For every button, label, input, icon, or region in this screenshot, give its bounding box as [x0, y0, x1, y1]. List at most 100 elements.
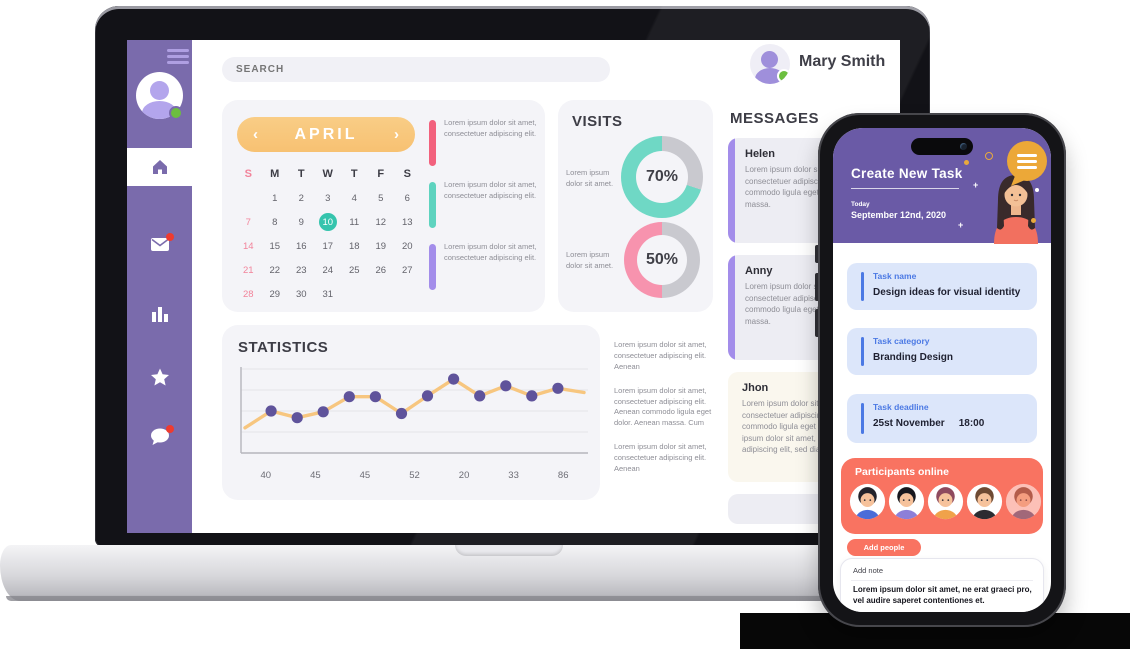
task-name-field[interactable]: Task name Design ideas for visual identi… — [847, 263, 1037, 310]
sidebar-item-favorites[interactable] — [127, 358, 192, 396]
message-text: Lorem ipsum dolor sit amet, consectetuer… — [745, 165, 873, 209]
calendar-month-label: APRIL — [294, 125, 358, 143]
calendar-day[interactable]: 15 — [269, 240, 281, 252]
statistics-note: Lorem ipsum dolor sit amet, consectetuer… — [614, 442, 707, 473]
participant-avatar[interactable] — [1005, 483, 1042, 520]
participant-avatar[interactable] — [927, 483, 964, 520]
calendar-day[interactable]: 18 — [348, 240, 360, 252]
event-text: Lorem ipsum dolor sit amet, consectetuer… — [444, 242, 537, 262]
bar-chart-icon — [151, 307, 168, 322]
calendar-day-header: T — [350, 168, 358, 180]
event-text: Lorem ipsum dolor sit amet, consectetuer… — [444, 118, 537, 138]
task-category-field[interactable]: Task category Branding Design — [847, 328, 1037, 375]
calendar-day[interactable]: 20 — [401, 240, 413, 252]
menu-icon[interactable] — [167, 49, 189, 67]
task-name-label: Task name — [873, 271, 917, 281]
participant-avatar[interactable] — [888, 483, 925, 520]
search-input[interactable] — [222, 57, 610, 82]
stats-x-tick: 86 — [558, 470, 569, 481]
chat-badge — [166, 425, 174, 433]
stats-point[interactable] — [369, 391, 381, 403]
prev-month-button[interactable]: ‹ — [253, 126, 258, 143]
statistics-notes: Lorem ipsum dolor sit amet, consectetuer… — [614, 340, 712, 488]
add-note-card[interactable]: Add note Lorem ipsum dolor sit amet, ne … — [840, 558, 1044, 612]
calendar-day[interactable]: 7 — [245, 216, 251, 228]
laptop-base-notch — [455, 545, 563, 556]
sidebar-avatar[interactable] — [136, 72, 183, 119]
sidebar-item-stats[interactable] — [127, 295, 192, 333]
calendar-day[interactable]: 8 — [272, 216, 278, 228]
sidebar-item-chat[interactable] — [127, 418, 192, 456]
task-deadline-value: 25st November 18:00 — [873, 418, 984, 429]
donut-label: Lorem ipsum dolor sit amet. — [566, 168, 614, 188]
user-name: Mary Smith — [799, 53, 886, 70]
calendar-day[interactable]: 28 — [242, 288, 254, 300]
calendar-day[interactable]: 26 — [375, 264, 387, 276]
sidebar-item-home[interactable] — [127, 148, 192, 186]
stats-point[interactable] — [395, 407, 408, 420]
calendar-day[interactable]: 22 — [269, 264, 281, 276]
calendar-day[interactable]: 27 — [401, 264, 413, 276]
calendar-day[interactable]: 21 — [242, 264, 254, 276]
dashboard-screen: Mary Smith ‹ APRIL › SMTWTFS123456789101… — [127, 40, 900, 533]
stats-point[interactable] — [448, 373, 460, 385]
stats-point[interactable] — [500, 380, 512, 392]
stats-point[interactable] — [265, 405, 277, 417]
messages-title: MESSAGES — [730, 110, 820, 127]
home-icon — [152, 160, 167, 174]
calendar-day[interactable]: 13 — [401, 216, 413, 228]
calendar-day[interactable]: 3 — [325, 192, 331, 204]
stats-point[interactable] — [343, 391, 355, 403]
calendar-day[interactable]: 30 — [295, 288, 307, 300]
calendar-day[interactable]: 24 — [322, 264, 334, 276]
donut-value: 70% — [636, 151, 688, 203]
add-people-button[interactable]: Add people — [847, 539, 921, 556]
event-color-bar — [429, 244, 436, 290]
event-item: Lorem ipsum dolor sit amet, consectetuer… — [429, 242, 537, 292]
event-color-bar — [429, 182, 436, 228]
calendar-day[interactable]: 31 — [322, 288, 334, 300]
calendar-day[interactable]: 11 — [349, 216, 360, 228]
phone-screen: Create New Task Today September 12nd, 20… — [833, 128, 1051, 612]
task-deadline-field[interactable]: Task deadline 25st November 18:00 — [847, 394, 1037, 443]
calendar-day-header: F — [377, 168, 385, 180]
next-month-button[interactable]: › — [394, 126, 399, 143]
calendar-day[interactable]: 23 — [295, 264, 307, 276]
phone-mute-switch — [815, 245, 818, 263]
mail-icon — [150, 237, 169, 251]
calendar-day-selected[interactable]: 10 — [318, 213, 337, 231]
speech-bubble-menu-icon[interactable] — [1001, 138, 1051, 190]
sidebar-item-mail[interactable] — [127, 225, 192, 263]
stats-point[interactable] — [552, 382, 564, 394]
event-item: Lorem ipsum dolor sit amet, consectetuer… — [429, 118, 537, 168]
participant-avatar[interactable] — [966, 483, 1003, 520]
stats-point[interactable] — [291, 412, 303, 424]
dot-decoration — [1031, 218, 1036, 223]
calendar-day[interactable]: 6 — [404, 192, 410, 204]
calendar-day — [239, 189, 257, 207]
calendar-day[interactable]: 5 — [378, 192, 384, 204]
calendar-day[interactable]: 17 — [322, 240, 334, 252]
calendar-day[interactable]: 29 — [269, 288, 281, 300]
today-label: Today — [851, 201, 870, 208]
calendar-day[interactable]: 25 — [348, 264, 360, 276]
calendar-day[interactable]: 4 — [351, 192, 357, 204]
participant-avatar[interactable] — [849, 483, 886, 520]
calendar-day[interactable]: 9 — [298, 216, 304, 228]
calendar-day[interactable]: 14 — [242, 240, 254, 252]
calendar-day[interactable]: 1 — [272, 192, 278, 204]
calendar-day[interactable]: 12 — [375, 216, 387, 228]
user-avatar[interactable] — [750, 44, 790, 84]
stats-x-tick: 20 — [459, 470, 470, 481]
plus-decoration: + — [973, 180, 979, 190]
field-accent-line — [861, 403, 864, 434]
stats-point[interactable] — [526, 390, 538, 402]
stats-point[interactable] — [317, 406, 329, 418]
calendar-card: ‹ APRIL › S M T W T F S 1 2 3 4 5 6 7 8 9 10 11 12 13 14 15 16… — [222, 100, 545, 312]
calendar-day[interactable]: 2 — [298, 192, 304, 204]
stats-point[interactable] — [421, 390, 434, 402]
stats-point[interactable] — [474, 390, 486, 402]
task-name-value: Design ideas for visual identity — [873, 287, 1021, 298]
calendar-day[interactable]: 16 — [295, 240, 307, 252]
calendar-day[interactable]: 19 — [375, 240, 387, 252]
